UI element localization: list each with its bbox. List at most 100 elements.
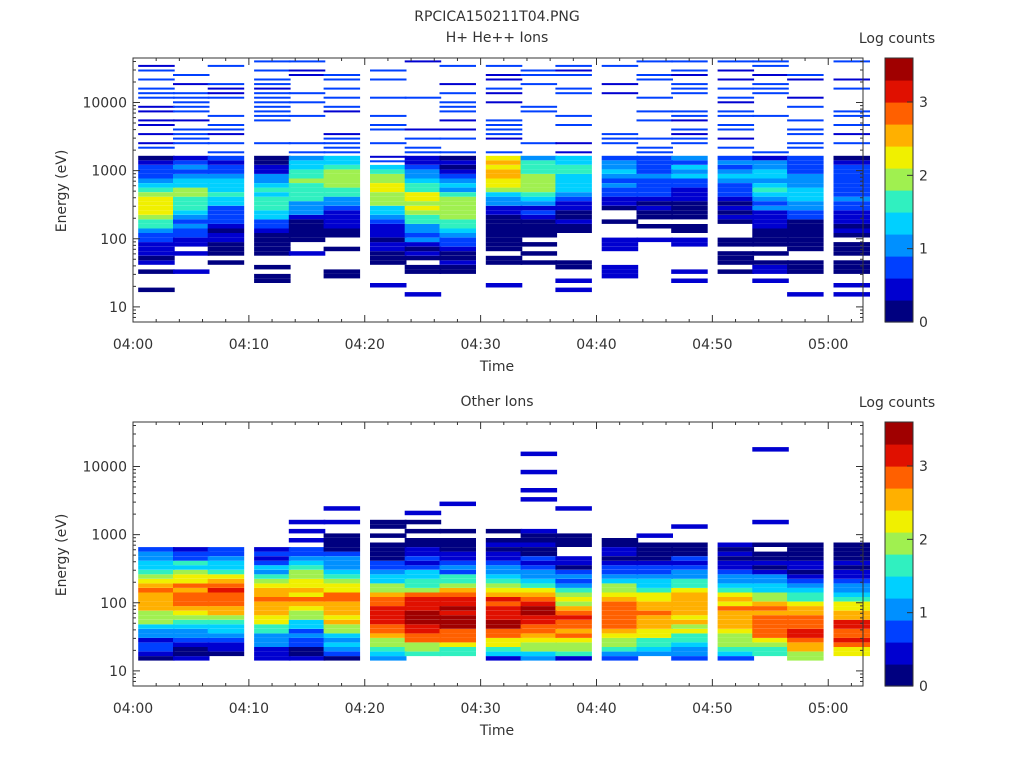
x-tick-label: 04:50	[692, 337, 732, 353]
spectrogram-cell	[833, 160, 870, 165]
spectrogram-cell	[370, 183, 407, 188]
colorbar-swatch	[885, 291, 913, 297]
spectrogram-cell	[520, 233, 558, 238]
spectrogram-cell	[636, 187, 673, 193]
spectrogram-cell	[636, 174, 673, 179]
spectrogram-cell	[173, 160, 210, 165]
panel-other-ions: Other Ions Log counts Time Energy (eV) 0…	[54, 394, 935, 739]
spectrogram-cell	[138, 615, 175, 620]
spectrogram-cell	[717, 637, 755, 643]
spectrogram-cell	[555, 565, 592, 570]
spectrogram-cell	[833, 283, 870, 288]
spectrogram-cell	[636, 160, 673, 165]
spectrogram-cell	[752, 64, 789, 67]
spectrogram-cell	[207, 64, 245, 67]
x-tick-label: 04:30	[460, 337, 500, 353]
spectrogram-cell	[752, 83, 789, 86]
spectrogram-cells	[138, 60, 870, 297]
spectrogram-cell	[833, 201, 870, 206]
spectrogram-cell	[833, 196, 870, 202]
spectrogram-cell	[439, 565, 476, 570]
spectrogram-cell	[485, 219, 523, 224]
spectrogram-cell	[601, 237, 639, 243]
spectrogram-cell	[601, 597, 639, 602]
spectrogram-cell	[439, 551, 476, 557]
spectrogram-cell	[520, 196, 558, 202]
spectrogram-cell	[254, 237, 291, 243]
spectrogram-cell	[404, 96, 442, 99]
spectrogram-cell	[555, 287, 592, 293]
spectrogram-cell	[288, 92, 326, 95]
spectrogram-cell	[370, 560, 407, 566]
spectrogram-cell	[254, 642, 291, 647]
spectrogram-cell	[370, 551, 407, 557]
spectrogram-cell	[717, 219, 755, 224]
spectrogram-cell	[439, 155, 476, 161]
spectrogram-cell	[288, 114, 326, 117]
spectrogram-cell	[439, 542, 476, 547]
spectrogram-cell	[555, 569, 592, 575]
spectrogram-cell	[787, 105, 824, 108]
spectrogram-cell	[752, 224, 789, 229]
spectrogram-cell	[207, 210, 245, 215]
spectrogram-cell	[787, 74, 824, 76]
spectrogram-cell	[138, 169, 175, 174]
spectrogram-cell	[288, 228, 326, 233]
spectrogram-cell	[833, 647, 870, 652]
spectrogram-cell	[173, 597, 210, 602]
colorbar-swatch	[885, 668, 913, 674]
spectrogram-cell	[323, 219, 361, 224]
spectrogram-cell	[254, 547, 291, 552]
spectrogram-cell	[439, 160, 476, 165]
y-tick-label: 10	[109, 300, 127, 316]
spectrogram-cell	[288, 606, 326, 611]
spectrogram-cell	[752, 556, 789, 561]
spectrogram-cell	[787, 224, 824, 229]
spectrogram-cell	[138, 260, 175, 265]
spectrogram-cell	[138, 146, 175, 149]
spectrogram-cell	[138, 133, 175, 136]
colorbar-swatch	[885, 510, 913, 515]
spectrogram-cell	[671, 60, 708, 63]
spectrogram-cell	[254, 169, 291, 174]
colorbar-swatch	[885, 159, 913, 165]
spectrogram-cell	[404, 164, 442, 170]
spectrogram-cell	[323, 151, 361, 154]
spectrogram-cell	[288, 101, 326, 104]
spectrogram-cell	[717, 210, 755, 215]
spectrogram-cell	[717, 656, 755, 661]
spectrogram-cell	[601, 205, 639, 211]
spectrogram-cell	[833, 246, 870, 252]
spectrogram-cell	[173, 219, 210, 224]
spectrogram-cell	[717, 542, 755, 547]
spectrogram-cell	[254, 92, 291, 95]
spectrogram-cell	[439, 210, 476, 215]
spectrogram-cell	[520, 451, 558, 457]
colorbar-swatch	[885, 576, 913, 581]
spectrogram-cell	[555, 92, 592, 95]
spectrogram-cell	[288, 615, 326, 620]
colorbar-swatch	[885, 474, 913, 480]
spectrogram-cell	[288, 601, 326, 607]
spectrogram-cell	[752, 601, 789, 607]
spectrogram-cell	[520, 569, 558, 575]
spectrogram-cell	[439, 601, 476, 607]
spectrogram-cell	[207, 619, 245, 625]
spectrogram-cell	[173, 551, 210, 557]
spectrogram-cell	[138, 210, 175, 215]
colorbar-swatch	[885, 527, 913, 533]
spectrogram-cell	[520, 228, 558, 233]
spectrogram-cell	[555, 647, 592, 652]
spectrogram-cell	[323, 228, 361, 233]
spectrogram-cell	[555, 651, 592, 657]
spectrogram-cell	[717, 551, 755, 557]
spectrogram-cell	[439, 174, 476, 179]
spectrogram-cell	[485, 560, 523, 566]
spectrogram-cell	[404, 556, 442, 561]
spectrogram-cell	[833, 542, 870, 547]
colorbar-swatch	[885, 549, 913, 555]
spectrogram-cell	[833, 174, 870, 179]
colorbar-swatch	[885, 593, 913, 599]
spectrogram-cell	[370, 178, 407, 183]
spectrogram-cell	[370, 196, 407, 202]
